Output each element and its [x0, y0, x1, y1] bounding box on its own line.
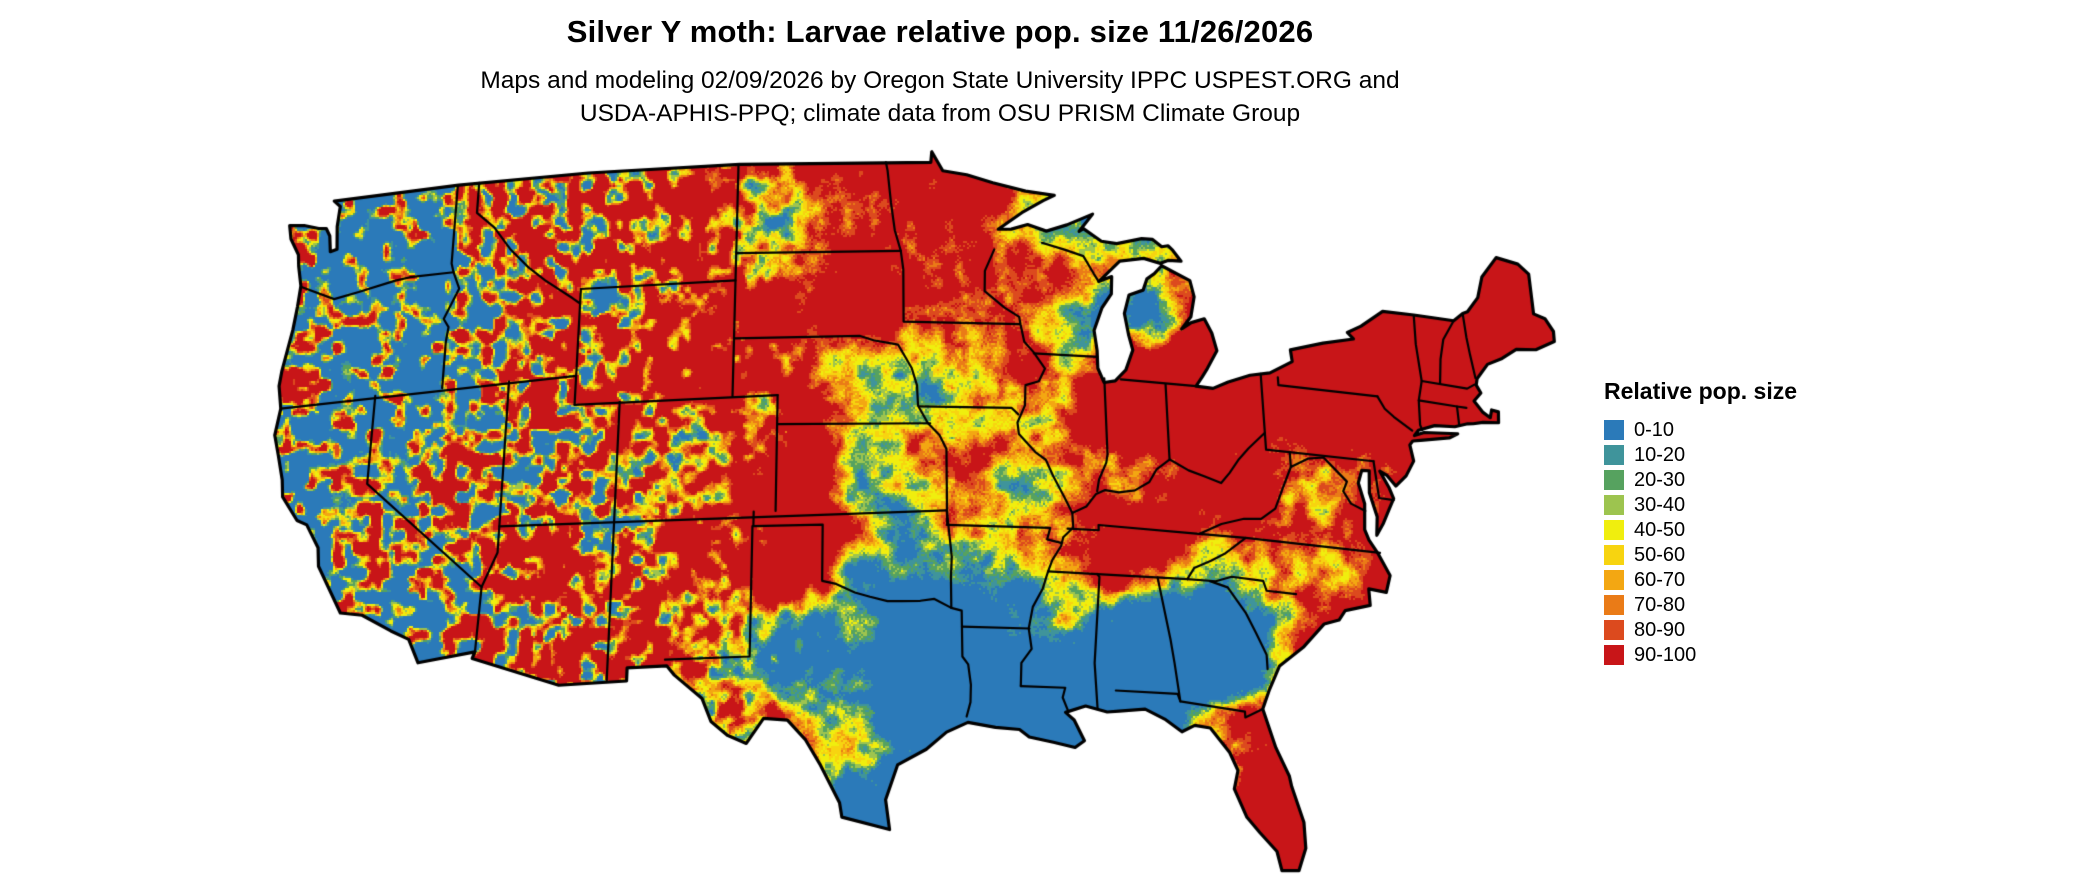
map-header: Silver Y moth: Larvae relative pop. size… — [0, 14, 1880, 130]
legend-items: 0-10 10-20 20-30 30-40 40-50 50-60 60-70 70-80 8… — [1604, 417, 1797, 667]
map-subtitle: Maps and modeling 02/09/2026 by Oregon S… — [0, 64, 1880, 130]
legend: Relative pop. size 0-10 10-20 20-30 30-40 40… — [1604, 378, 1797, 667]
legend-label: 10-20 — [1634, 443, 1686, 466]
legend-label: 80-90 — [1634, 618, 1686, 641]
legend-label: 40-50 — [1634, 518, 1686, 541]
legend-label: 0-10 — [1634, 418, 1675, 441]
legend-label: 70-80 — [1634, 593, 1686, 616]
legend-item-0-10: 0-10 — [1604, 417, 1797, 442]
legend-swatch — [1604, 644, 1624, 665]
legend-item-30-40: 30-40 — [1604, 492, 1797, 517]
legend-label: 90-100 — [1634, 643, 1697, 666]
legend-swatch — [1604, 469, 1624, 490]
legend-swatch — [1604, 594, 1624, 615]
legend-item-80-90: 80-90 — [1604, 617, 1797, 642]
legend-label: 20-30 — [1634, 468, 1686, 491]
us-relative-population-map — [215, 143, 1615, 888]
legend-item-50-60: 50-60 — [1604, 542, 1797, 567]
legend-item-40-50: 40-50 — [1604, 517, 1797, 542]
legend-swatch — [1604, 519, 1624, 540]
legend-item-20-30: 20-30 — [1604, 467, 1797, 492]
legend-item-60-70: 60-70 — [1604, 567, 1797, 592]
legend-label: 30-40 — [1634, 493, 1686, 516]
legend-swatch — [1604, 444, 1624, 465]
legend-label: 60-70 — [1634, 568, 1686, 591]
legend-swatch — [1604, 619, 1624, 640]
map-subtitle-line-2: USDA-APHIS-PPQ; climate data from OSU PR… — [579, 100, 1301, 127]
legend-item-70-80: 70-80 — [1604, 592, 1797, 617]
legend-label: 50-60 — [1634, 543, 1686, 566]
legend-swatch — [1604, 544, 1624, 565]
map-title: Silver Y moth: Larvae relative pop. size… — [566, 14, 1314, 49]
legend-item-90-100: 90-100 — [1604, 642, 1797, 667]
legend-swatch — [1604, 419, 1624, 440]
legend-title: Relative pop. size — [1604, 378, 1798, 404]
legend-swatch — [1604, 569, 1624, 590]
map-subtitle-line-1: Maps and modeling 02/09/2026 by Oregon S… — [480, 67, 1400, 94]
legend-item-10-20: 10-20 — [1604, 442, 1797, 467]
legend-swatch — [1604, 494, 1624, 515]
